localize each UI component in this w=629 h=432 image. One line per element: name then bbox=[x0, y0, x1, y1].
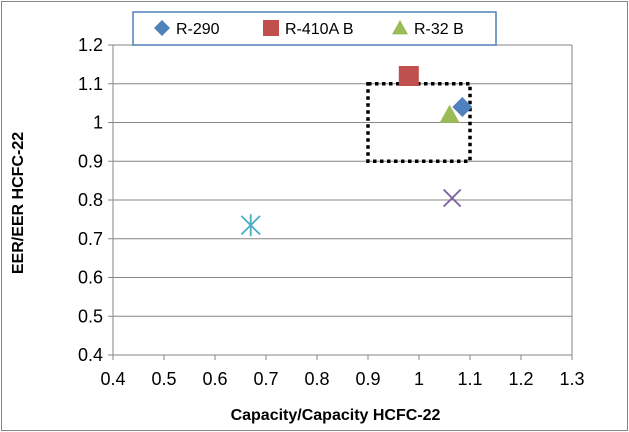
x-tick-label: 0.6 bbox=[202, 369, 227, 389]
x-axis-title: Capacity/Capacity HCFC-22 bbox=[231, 407, 441, 424]
series-r-32-b bbox=[439, 104, 460, 123]
legend-diamond-icon bbox=[154, 20, 170, 36]
x-tick-label: 0.7 bbox=[253, 369, 278, 389]
legend-item: R-410A B bbox=[263, 20, 353, 38]
series-unnamed-3 bbox=[443, 188, 462, 208]
y-tick-label: 0.4 bbox=[78, 345, 103, 365]
y-tick-label: 0.5 bbox=[78, 306, 103, 326]
x-tick-label: 0.5 bbox=[151, 369, 176, 389]
y-tick-label: 0.9 bbox=[78, 151, 103, 171]
x-tick-label: 0.4 bbox=[100, 369, 125, 389]
data-point-diamond bbox=[452, 97, 473, 117]
x-tick-label: 1.1 bbox=[457, 369, 482, 389]
legend-triangle-icon bbox=[392, 20, 408, 35]
legend-box bbox=[132, 11, 497, 46]
series-r-410a-b bbox=[398, 66, 419, 86]
x-tick-label: 0.8 bbox=[304, 369, 329, 389]
series-unnamed-4 bbox=[240, 214, 261, 237]
y-tick-label: 0.7 bbox=[78, 229, 103, 249]
legend-item: R-290 bbox=[154, 20, 220, 38]
data-point-square bbox=[398, 66, 419, 86]
y-tick-label: 1.2 bbox=[78, 35, 103, 55]
x-tick-label: 1.2 bbox=[508, 369, 533, 389]
y-tick-label: 0.8 bbox=[78, 190, 103, 210]
data-point-x bbox=[443, 188, 462, 208]
y-tick-label: 1.1 bbox=[78, 74, 103, 94]
data-point-asterisk bbox=[240, 214, 261, 237]
data-point-triangle bbox=[439, 104, 460, 123]
x-tick-label: 0.9 bbox=[355, 369, 380, 389]
legend-label: R-32 B bbox=[414, 21, 464, 38]
legend-item: R-32 B bbox=[392, 20, 464, 38]
legend-square-icon bbox=[263, 20, 279, 36]
y-axis-title: EER/EER HCFC-22 bbox=[10, 132, 27, 274]
x-tick-label: 1 bbox=[414, 369, 424, 389]
legend-label: R-410A B bbox=[285, 21, 353, 38]
y-tick-label: 1 bbox=[93, 113, 103, 133]
legend-label: R-290 bbox=[176, 21, 220, 38]
x-marker-stroke bbox=[443, 188, 462, 208]
series-r-290 bbox=[452, 97, 473, 117]
y-tick-label: 0.6 bbox=[78, 268, 103, 288]
target-region-box bbox=[366, 82, 472, 163]
x-tick-label: 1.3 bbox=[559, 369, 584, 389]
legend: R-290 R-410A B R-32 B bbox=[132, 11, 497, 46]
